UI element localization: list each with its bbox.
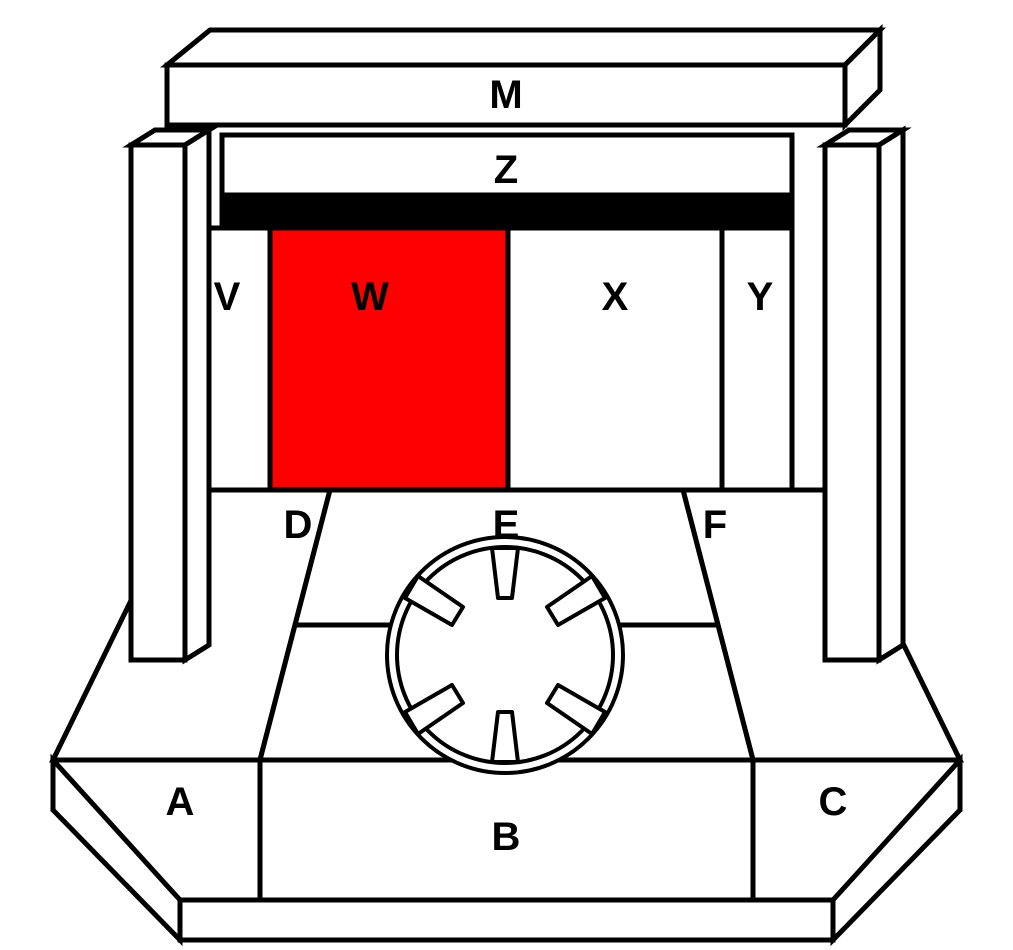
label-v: V [214, 275, 241, 319]
top-slab-top [167, 30, 880, 65]
label-c: C [819, 780, 848, 824]
label-d: D [284, 503, 313, 547]
grate-spoke-1 [492, 712, 518, 762]
panel-y [722, 228, 792, 490]
left-post-front [131, 145, 185, 660]
panel-x [508, 228, 722, 490]
right-post-right [879, 130, 903, 660]
label-e: E [493, 503, 520, 547]
label-b: B [492, 815, 521, 859]
grate-spoke-0 [492, 548, 518, 598]
right-post-front [825, 145, 879, 660]
left-post-right [185, 130, 209, 660]
base-bottom [180, 900, 833, 940]
label-z: Z [494, 148, 518, 192]
label-w: W [351, 275, 389, 319]
label-a: A [166, 780, 195, 824]
black-bar [222, 195, 792, 228]
label-m: M [489, 73, 522, 117]
panel-w [270, 228, 508, 490]
label-y: Y [747, 275, 774, 319]
label-x: X [602, 275, 629, 319]
label-f: F [703, 503, 727, 547]
